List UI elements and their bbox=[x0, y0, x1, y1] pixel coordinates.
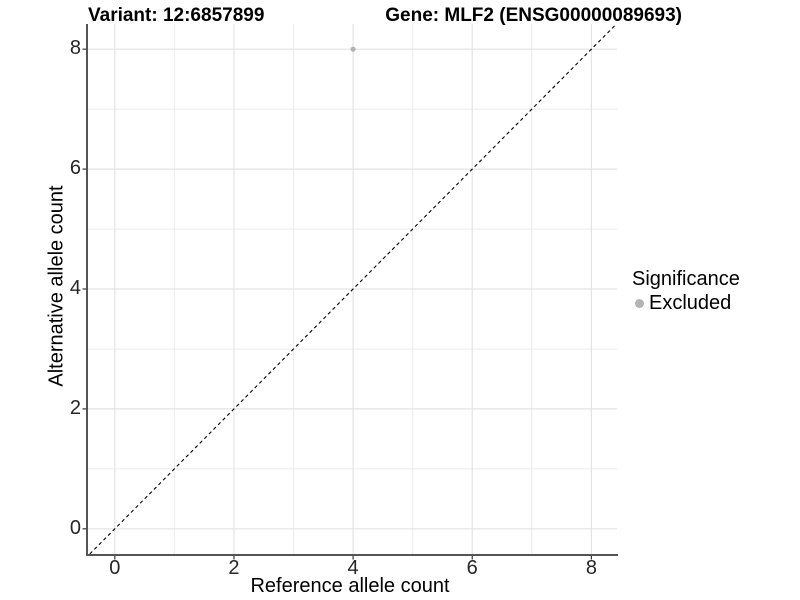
x-axis-title: Reference allele count bbox=[250, 575, 450, 597]
x-tick-label: 6 bbox=[466, 557, 478, 579]
x-tick-label: 8 bbox=[585, 557, 597, 579]
gene-title: Gene: MLF2 (ENSG00000089693) bbox=[385, 5, 682, 26]
y-tick-label: 6 bbox=[69, 157, 81, 180]
y-tick-label: 2 bbox=[69, 396, 81, 419]
identity-line bbox=[89, 23, 617, 555]
y-tick-label: 0 bbox=[69, 516, 81, 539]
data-point[interactable] bbox=[350, 46, 356, 52]
variant-title: Variant: 12:6857899 bbox=[88, 5, 265, 26]
legend-item-excluded[interactable]: Excluded bbox=[632, 292, 740, 314]
excluded-point-icon bbox=[635, 298, 644, 308]
y-axis-title: Alternative allele count bbox=[45, 185, 68, 387]
y-tick-label: 4 bbox=[69, 277, 81, 299]
y-tick-label: 8 bbox=[69, 37, 81, 60]
x-tick-label: 4 bbox=[347, 557, 359, 579]
x-tick-label: 0 bbox=[109, 557, 121, 579]
legend-title: Significance bbox=[632, 268, 740, 290]
legend: Significance Excluded bbox=[632, 267, 740, 314]
legend-item-label: Excluded bbox=[649, 292, 732, 314]
x-tick-label: 2 bbox=[228, 557, 240, 579]
